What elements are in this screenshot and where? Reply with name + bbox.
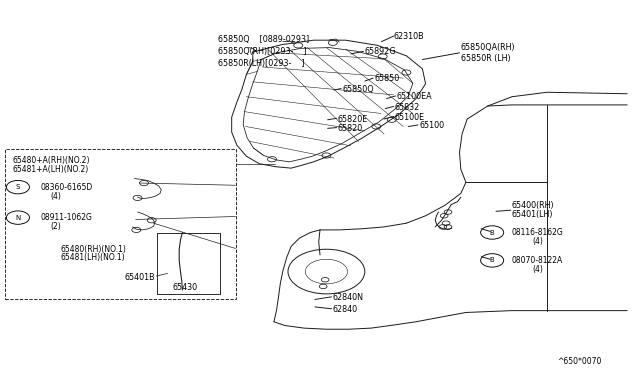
Text: 65850R(LH)[0293-    ]: 65850R(LH)[0293- ]	[218, 59, 304, 68]
Text: (4): (4)	[50, 192, 61, 201]
Text: 08360-6165D: 08360-6165D	[40, 183, 93, 192]
Text: (4): (4)	[532, 265, 543, 274]
Text: B: B	[490, 257, 495, 263]
Text: 62840: 62840	[333, 305, 358, 314]
Text: 65100EA: 65100EA	[397, 92, 433, 101]
Text: ^650*0070: ^650*0070	[557, 357, 601, 366]
Text: 08116-8162G: 08116-8162G	[512, 228, 564, 237]
Text: 65430: 65430	[173, 283, 198, 292]
Text: 65480(RH)(NO.1): 65480(RH)(NO.1)	[61, 245, 127, 254]
Text: 65850Q: 65850Q	[342, 85, 374, 94]
Bar	[5, 149, 236, 299]
Text: N: N	[15, 215, 20, 221]
Text: 65100E: 65100E	[395, 113, 425, 122]
Text: 65850Q(RH)[0293-    ]: 65850Q(RH)[0293- ]	[218, 47, 306, 56]
Text: 62310B: 62310B	[394, 32, 424, 41]
Text: 65400(RH): 65400(RH)	[512, 201, 555, 210]
Text: 65820: 65820	[338, 124, 363, 133]
Text: 65401(LH): 65401(LH)	[512, 210, 554, 219]
Bar	[157, 232, 220, 294]
Text: 62840N: 62840N	[333, 293, 364, 302]
Text: 65850QA(RH): 65850QA(RH)	[461, 43, 515, 52]
Text: 08070-8122A: 08070-8122A	[512, 256, 563, 265]
Text: 65850R (LH): 65850R (LH)	[461, 54, 511, 63]
Text: 65892G: 65892G	[365, 47, 396, 56]
Text: B: B	[490, 230, 495, 235]
Text: (4): (4)	[532, 237, 543, 246]
Text: 65820E: 65820E	[338, 115, 368, 124]
Text: 65401B: 65401B	[125, 273, 156, 282]
Text: S: S	[16, 184, 20, 190]
Text: 65480+A(RH)(NO.2): 65480+A(RH)(NO.2)	[13, 156, 90, 165]
Text: 65832: 65832	[395, 103, 420, 112]
Text: 65481+A(LH)(NO.2): 65481+A(LH)(NO.2)	[13, 165, 89, 174]
Text: 65100: 65100	[419, 121, 444, 130]
Text: (2): (2)	[50, 222, 61, 231]
Text: 65850Q    [0889-0293]: 65850Q [0889-0293]	[218, 35, 309, 44]
Text: 65850: 65850	[374, 74, 399, 83]
Text: 08911-1062G: 08911-1062G	[40, 213, 92, 222]
Text: 65481(LH)(NO.1): 65481(LH)(NO.1)	[61, 253, 125, 262]
